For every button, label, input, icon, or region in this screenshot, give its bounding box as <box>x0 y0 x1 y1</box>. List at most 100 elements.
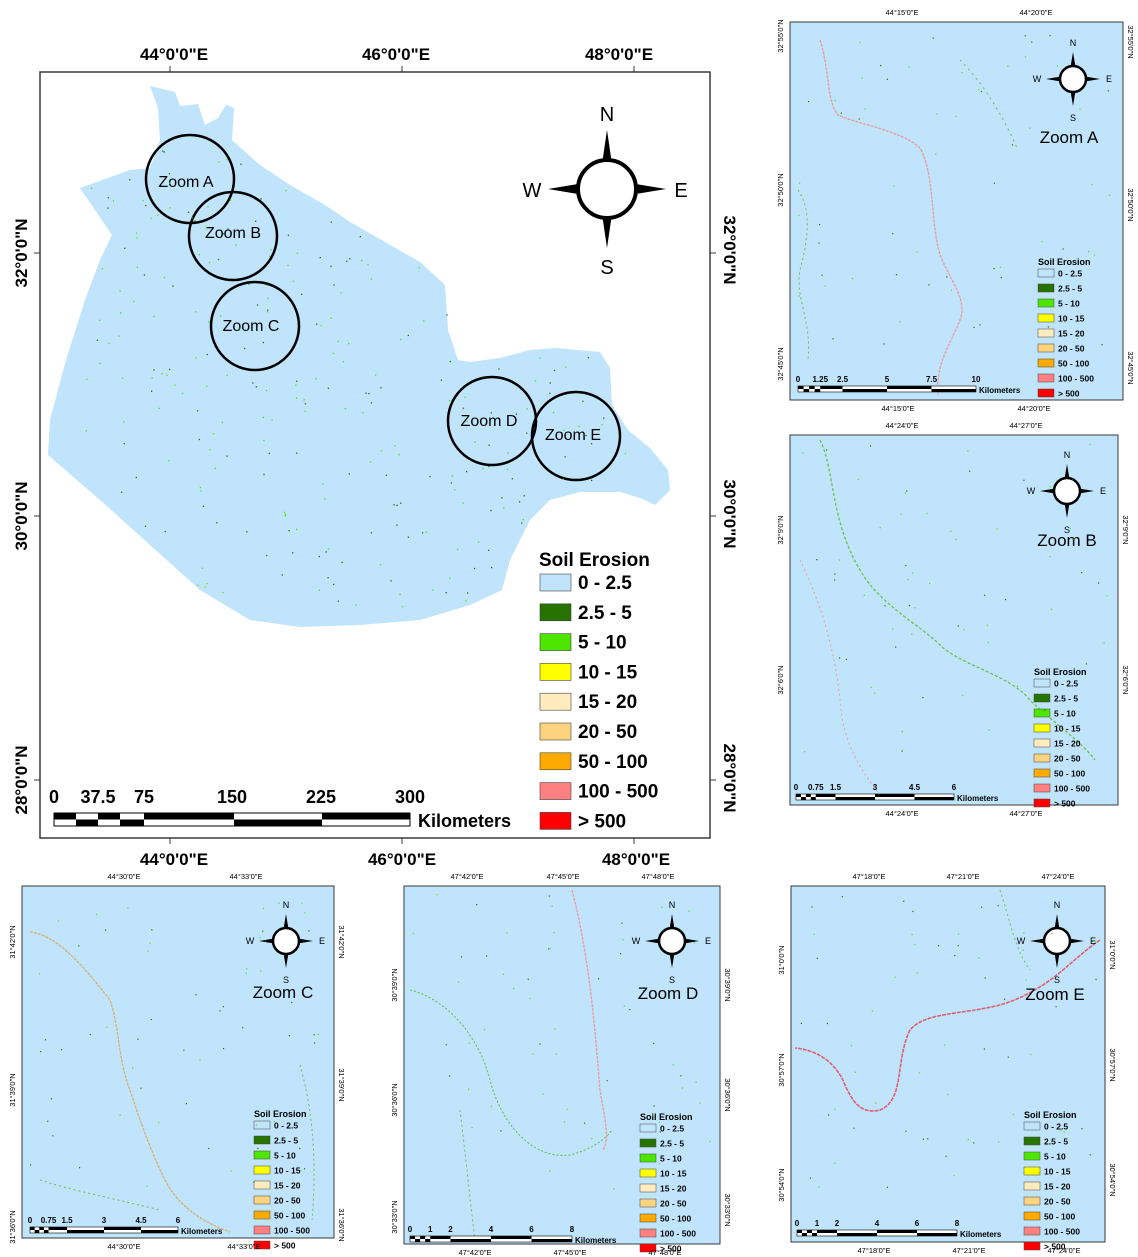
scale-bar-segment <box>450 1239 491 1242</box>
scale-bar-segment <box>491 1236 532 1239</box>
erosion-speck <box>564 456 566 458</box>
erosion-speck <box>332 352 335 355</box>
zoom-bottom-tick: 44°15'0"E <box>882 404 915 413</box>
erosion-speck <box>245 968 248 970</box>
zoom-right-tick: 30°33'0"N <box>723 1193 732 1226</box>
main-legend-label: 5 - 10 <box>578 633 627 654</box>
erosion-speck <box>659 1131 661 1133</box>
erosion-speck <box>818 1186 820 1188</box>
erosion-speck <box>832 338 834 340</box>
erosion-speck <box>273 1121 275 1123</box>
erosion-speck <box>639 1175 641 1177</box>
zoom-bottom-tick: 47°45'0"E <box>554 1248 587 1257</box>
zoom-legend-label: 2.5 - 5 <box>1044 1137 1068 1147</box>
erosion-speck <box>539 1043 541 1045</box>
erosion-speck <box>1107 90 1109 92</box>
zoom-b-furniture: N S E W Soil Erosion 0 - 2.5 2.5 - 5 5 - 10 10 -… <box>776 421 1130 818</box>
erosion-speck <box>119 290 121 292</box>
zoom-legend-swatch <box>1023 1226 1041 1236</box>
erosion-speck <box>301 293 303 296</box>
erosion-speck <box>421 532 424 534</box>
main-scale-label-0: 0 <box>49 787 59 807</box>
zoom-bottom-tick: 44°27'0"E <box>1010 809 1043 818</box>
scale-bar-segment <box>410 1236 416 1239</box>
erosion-speck <box>245 972 247 974</box>
scale-bar-segment <box>425 1239 431 1242</box>
scale-bar-segment <box>67 1230 104 1233</box>
erosion-speck <box>875 1102 877 1104</box>
erosion-speck <box>287 234 290 236</box>
zoom-circle-d[interactable]: Zoom D <box>446 375 538 467</box>
erosion-speck <box>400 502 402 504</box>
erosion-speck <box>303 399 305 401</box>
scale-bar-label: 0.75 <box>41 1216 57 1225</box>
erosion-speck <box>798 295 800 297</box>
erosion-speck <box>953 1174 955 1177</box>
zoom-legend-label: > 500 <box>1054 799 1076 809</box>
erosion-speck <box>281 574 283 576</box>
erosion-speck <box>222 1047 225 1050</box>
erosion-speck <box>828 1114 830 1116</box>
erosion-speck <box>296 252 299 254</box>
erosion-speck <box>1062 248 1064 250</box>
zoom-circle-e[interactable]: Zoom E <box>530 390 622 482</box>
erosion-speck <box>542 1093 544 1095</box>
erosion-speck <box>449 360 451 363</box>
zoom-e-title: Zoom E <box>1025 985 1085 1004</box>
zoom-legend-swatch <box>1033 753 1051 763</box>
erosion-speck <box>123 421 125 423</box>
erosion-speck <box>168 460 170 462</box>
zoom-c-legend: Soil Erosion 0 - 2.5 2.5 - 5 5 - 10 10 - 15 1… <box>253 1109 310 1251</box>
erosion-speck <box>252 382 254 384</box>
erosion-speck <box>451 475 453 477</box>
erosion-speck <box>172 285 174 287</box>
zoom-legend-label: 10 - 15 <box>1058 314 1085 324</box>
erosion-speck <box>208 1147 210 1150</box>
erosion-speck <box>907 578 909 581</box>
main-legend: Soil Erosion 0 - 2.5 2.5 - 5 5 - 10 10 - 15… <box>539 550 658 832</box>
erosion-speck <box>129 179 131 181</box>
zoom-legend-label: 0 - 2.5 <box>274 1121 298 1131</box>
erosion-speck <box>304 912 306 914</box>
erosion-speck <box>229 199 232 201</box>
zoom-legend-label: > 500 <box>1058 389 1080 399</box>
zoom-d-north-arrow-icon: N S E W <box>632 900 711 985</box>
erosion-speck <box>488 465 490 468</box>
erosion-speck <box>198 438 201 441</box>
erosion-speck <box>313 1034 315 1036</box>
erosion-speck <box>153 315 155 318</box>
zoom-circle-b[interactable]: Zoom B <box>187 190 279 282</box>
erosion-speck <box>456 549 459 551</box>
zoom-c-specks <box>30 902 320 1187</box>
erosion-speck <box>922 696 924 699</box>
erosion-speck <box>325 551 327 553</box>
erosion-speck <box>50 1098 52 1100</box>
erosion-speck <box>491 566 493 569</box>
erosion-speck <box>961 72 963 74</box>
main-right-tick-2: 28°0'0"N <box>720 744 739 813</box>
erosion-speck <box>999 266 1002 268</box>
erosion-speck <box>986 624 988 626</box>
erosion-speck <box>1050 608 1053 610</box>
erosion-speck <box>143 274 146 276</box>
erosion-speck <box>264 940 267 942</box>
scale-bar-label: 0 <box>794 783 799 792</box>
erosion-speck <box>927 1138 929 1140</box>
zoom-legend-swatch <box>639 1198 657 1208</box>
erosion-speck <box>500 1130 502 1132</box>
scale-bar-label: 1 <box>428 1225 433 1234</box>
erosion-speck <box>485 955 488 957</box>
erosion-speck <box>549 1170 551 1172</box>
zoom-left-tick: 30°39'0"N <box>390 968 399 1001</box>
zoom-circle-c[interactable]: Zoom C <box>209 280 301 372</box>
erosion-speck <box>124 247 126 249</box>
erosion-speck <box>227 228 229 230</box>
erosion-speck <box>983 594 986 596</box>
scale-bar-segment <box>34 1230 40 1233</box>
zoom-legend-swatch <box>1023 1121 1041 1131</box>
erosion-speck <box>196 410 199 412</box>
erosion-speck <box>553 931 555 934</box>
erosion-speck <box>449 577 451 579</box>
scale-bar-segment <box>887 386 932 389</box>
